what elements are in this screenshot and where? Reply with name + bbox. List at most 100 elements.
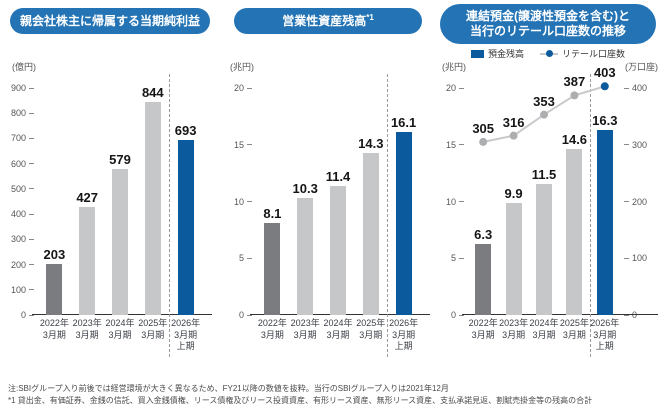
x-axis-label: 2023年 3月期	[499, 318, 529, 340]
period-separator-line	[169, 74, 171, 357]
retail-accounts-line-series	[479, 82, 609, 146]
footnote-marker: *1	[366, 13, 374, 22]
x-axis-label: 2026年 3月期 上期	[389, 318, 419, 352]
axis-unit-left: (億円)	[12, 62, 36, 72]
x-axis-labels: 2022年 3月期 2023年 3月期 2024年 3月期 2025年 3月期 2026年 3月期…	[438, 318, 658, 362]
y-axis-tick: 700	[8, 133, 34, 143]
bar-value-label: 8.1	[263, 206, 282, 222]
bar	[112, 168, 128, 315]
line-value-label: 353	[533, 93, 555, 109]
x-axis-labels: 2022年 3月期 2023年 3月期 2024年 3月期 2025年 3月期 2026年 3月期…	[8, 318, 212, 362]
chart-title-line2: 当行のリテール口座数の推移	[469, 24, 626, 38]
bar	[475, 243, 492, 315]
bar	[362, 152, 379, 315]
x-axis-label: 2025年 3月期	[559, 318, 589, 340]
y-axis-tick: 900	[8, 83, 34, 93]
y2-axis-tick: 0	[624, 310, 658, 320]
line-data-point	[600, 82, 609, 91]
chart-operating-assets: 営業性資産残高*1 (兆円) 0 5 10 15 20 8.1 10.3 11.4 14.3 16…	[226, 0, 430, 372]
y2-axis-tick: 100	[624, 253, 658, 263]
plot-area: 0 5 10 15 20 0 100 200 300 400 6.3 9.9 11.5 14.6 16.3 3…	[438, 66, 658, 357]
bar-value-label: 10.3	[292, 181, 318, 197]
x-axis-label: 2023年 3月期	[72, 318, 102, 340]
bar	[566, 149, 583, 315]
bar-value-label: 16.3	[592, 113, 618, 128]
y-axis-tick: 0	[8, 310, 34, 320]
y2-axis-tick: 300	[624, 140, 658, 150]
y-axis-tick: 5	[438, 253, 464, 263]
x-axis-label: 2024年 3月期	[105, 318, 135, 340]
x-axis-label: 2024年 3月期	[323, 318, 353, 340]
footnotes: 注:SBIグループ入り前後では経営環境が大きく異なるため、FY21以降の数値を抜…	[8, 383, 659, 407]
x-axis-label: 2024年 3月期	[529, 318, 559, 340]
chart-title-pill: 親会社株主に帰属する当期純利益	[10, 8, 210, 34]
legend-label-retail-accounts: リテール口座数	[562, 49, 626, 59]
line-value-label: 316	[502, 114, 525, 130]
axis-unit-left: (兆円)	[230, 62, 254, 72]
line-data-point	[479, 137, 488, 146]
footnote-asterisk1: *1 貸出金、有価証券、金銭の信託、買入金銭債権、リース債権及びリース投資資産、…	[8, 396, 593, 405]
y-axis-tick: 15	[226, 140, 252, 150]
y2-axis-tick: 200	[624, 197, 658, 207]
bar-value-label: 693	[174, 123, 197, 139]
chart-title: 親会社株主に帰属する当期純利益	[19, 13, 200, 28]
bar-value-label: 14.3	[358, 135, 384, 151]
y-axis-tick: 100	[8, 285, 34, 295]
bar-value-label: 844	[141, 85, 164, 101]
bar	[46, 263, 63, 315]
y-axis-tick: 500	[8, 184, 34, 194]
y-axis-tick: 200	[8, 260, 34, 270]
line-value-label: 403	[593, 65, 616, 81]
y-axis-tick: 600	[8, 159, 34, 169]
y2-axis-tick: 400	[624, 83, 658, 93]
y-axis-tick: 15	[438, 140, 464, 150]
chart-net-income: 親会社株主に帰属する当期純利益 (億円) 0 100 200 300 400 500 600…	[8, 0, 212, 372]
deposit-balance-swatch-icon	[470, 49, 484, 58]
y-axis-tick: 20	[226, 83, 252, 93]
bar	[79, 207, 96, 315]
y-axis-tick: 0	[226, 310, 252, 320]
bar	[297, 198, 314, 315]
y-axis-tick: 400	[8, 209, 34, 219]
x-axis-label: 2026年 3月期 上期	[171, 318, 201, 352]
bar-value-label: 16.1	[390, 115, 417, 131]
bar-value-label: 427	[76, 190, 99, 206]
legend-item-retail-accounts: リテール口座数	[540, 47, 625, 60]
chart-deposits-retail-accounts: 連結預金(譲渡性預金を含む)と 当行のリテール口座数の推移 預金残高 リテール口…	[438, 0, 658, 372]
x-axis-label: 2025年 3月期	[138, 318, 168, 340]
bar	[177, 140, 194, 315]
bar-value-label: 11.5	[531, 167, 557, 183]
chart-title-pill: 営業性資産残高*1	[234, 8, 422, 34]
period-separator-line	[387, 74, 389, 357]
x-axis-label: 2022年 3月期	[39, 318, 69, 340]
y-axis-tick: 20	[438, 83, 464, 93]
y-axis-tick: 5	[226, 253, 252, 263]
y-axis-tick: 10	[226, 197, 252, 207]
chart-legend: 預金残高 リテール口座数	[438, 47, 658, 60]
line-data-point	[509, 131, 518, 140]
line-value-label: 305	[472, 120, 495, 136]
legend-label-deposits: 預金残高	[487, 49, 524, 59]
axis-unit-right: (万口座)	[625, 62, 658, 72]
bar	[264, 223, 281, 315]
bar	[596, 130, 613, 315]
line-dot-marker-icon	[540, 50, 558, 57]
y-axis-tick: 800	[8, 108, 34, 118]
x-axis-label: 2025年 3月期	[356, 318, 386, 340]
bar	[536, 184, 552, 315]
chart-title: 営業性資産残高*1	[282, 13, 374, 28]
bar-value-label: 579	[109, 151, 131, 167]
chart-title-line1: 連結預金(譲渡性預金を含む)と	[466, 9, 630, 23]
x-axis-line	[462, 314, 658, 315]
bar-value-label: 6.3	[474, 226, 493, 242]
y-axis-tick: 10	[438, 197, 464, 207]
chart-title-pill: 連結預金(譲渡性預金を含む)と 当行のリテール口座数の推移	[440, 4, 656, 44]
period-separator-line	[589, 74, 591, 357]
footnote-note: 注:SBIグループ入り前後では経営環境が大きく異なるため、FY21以降の数値を抜…	[8, 384, 449, 393]
bar-value-label: 14.6	[561, 132, 588, 148]
bar	[505, 202, 522, 315]
x-axis-label: 2022年 3月期	[257, 318, 287, 340]
y-axis-tick: 0	[438, 310, 464, 320]
line-data-point	[540, 110, 548, 119]
